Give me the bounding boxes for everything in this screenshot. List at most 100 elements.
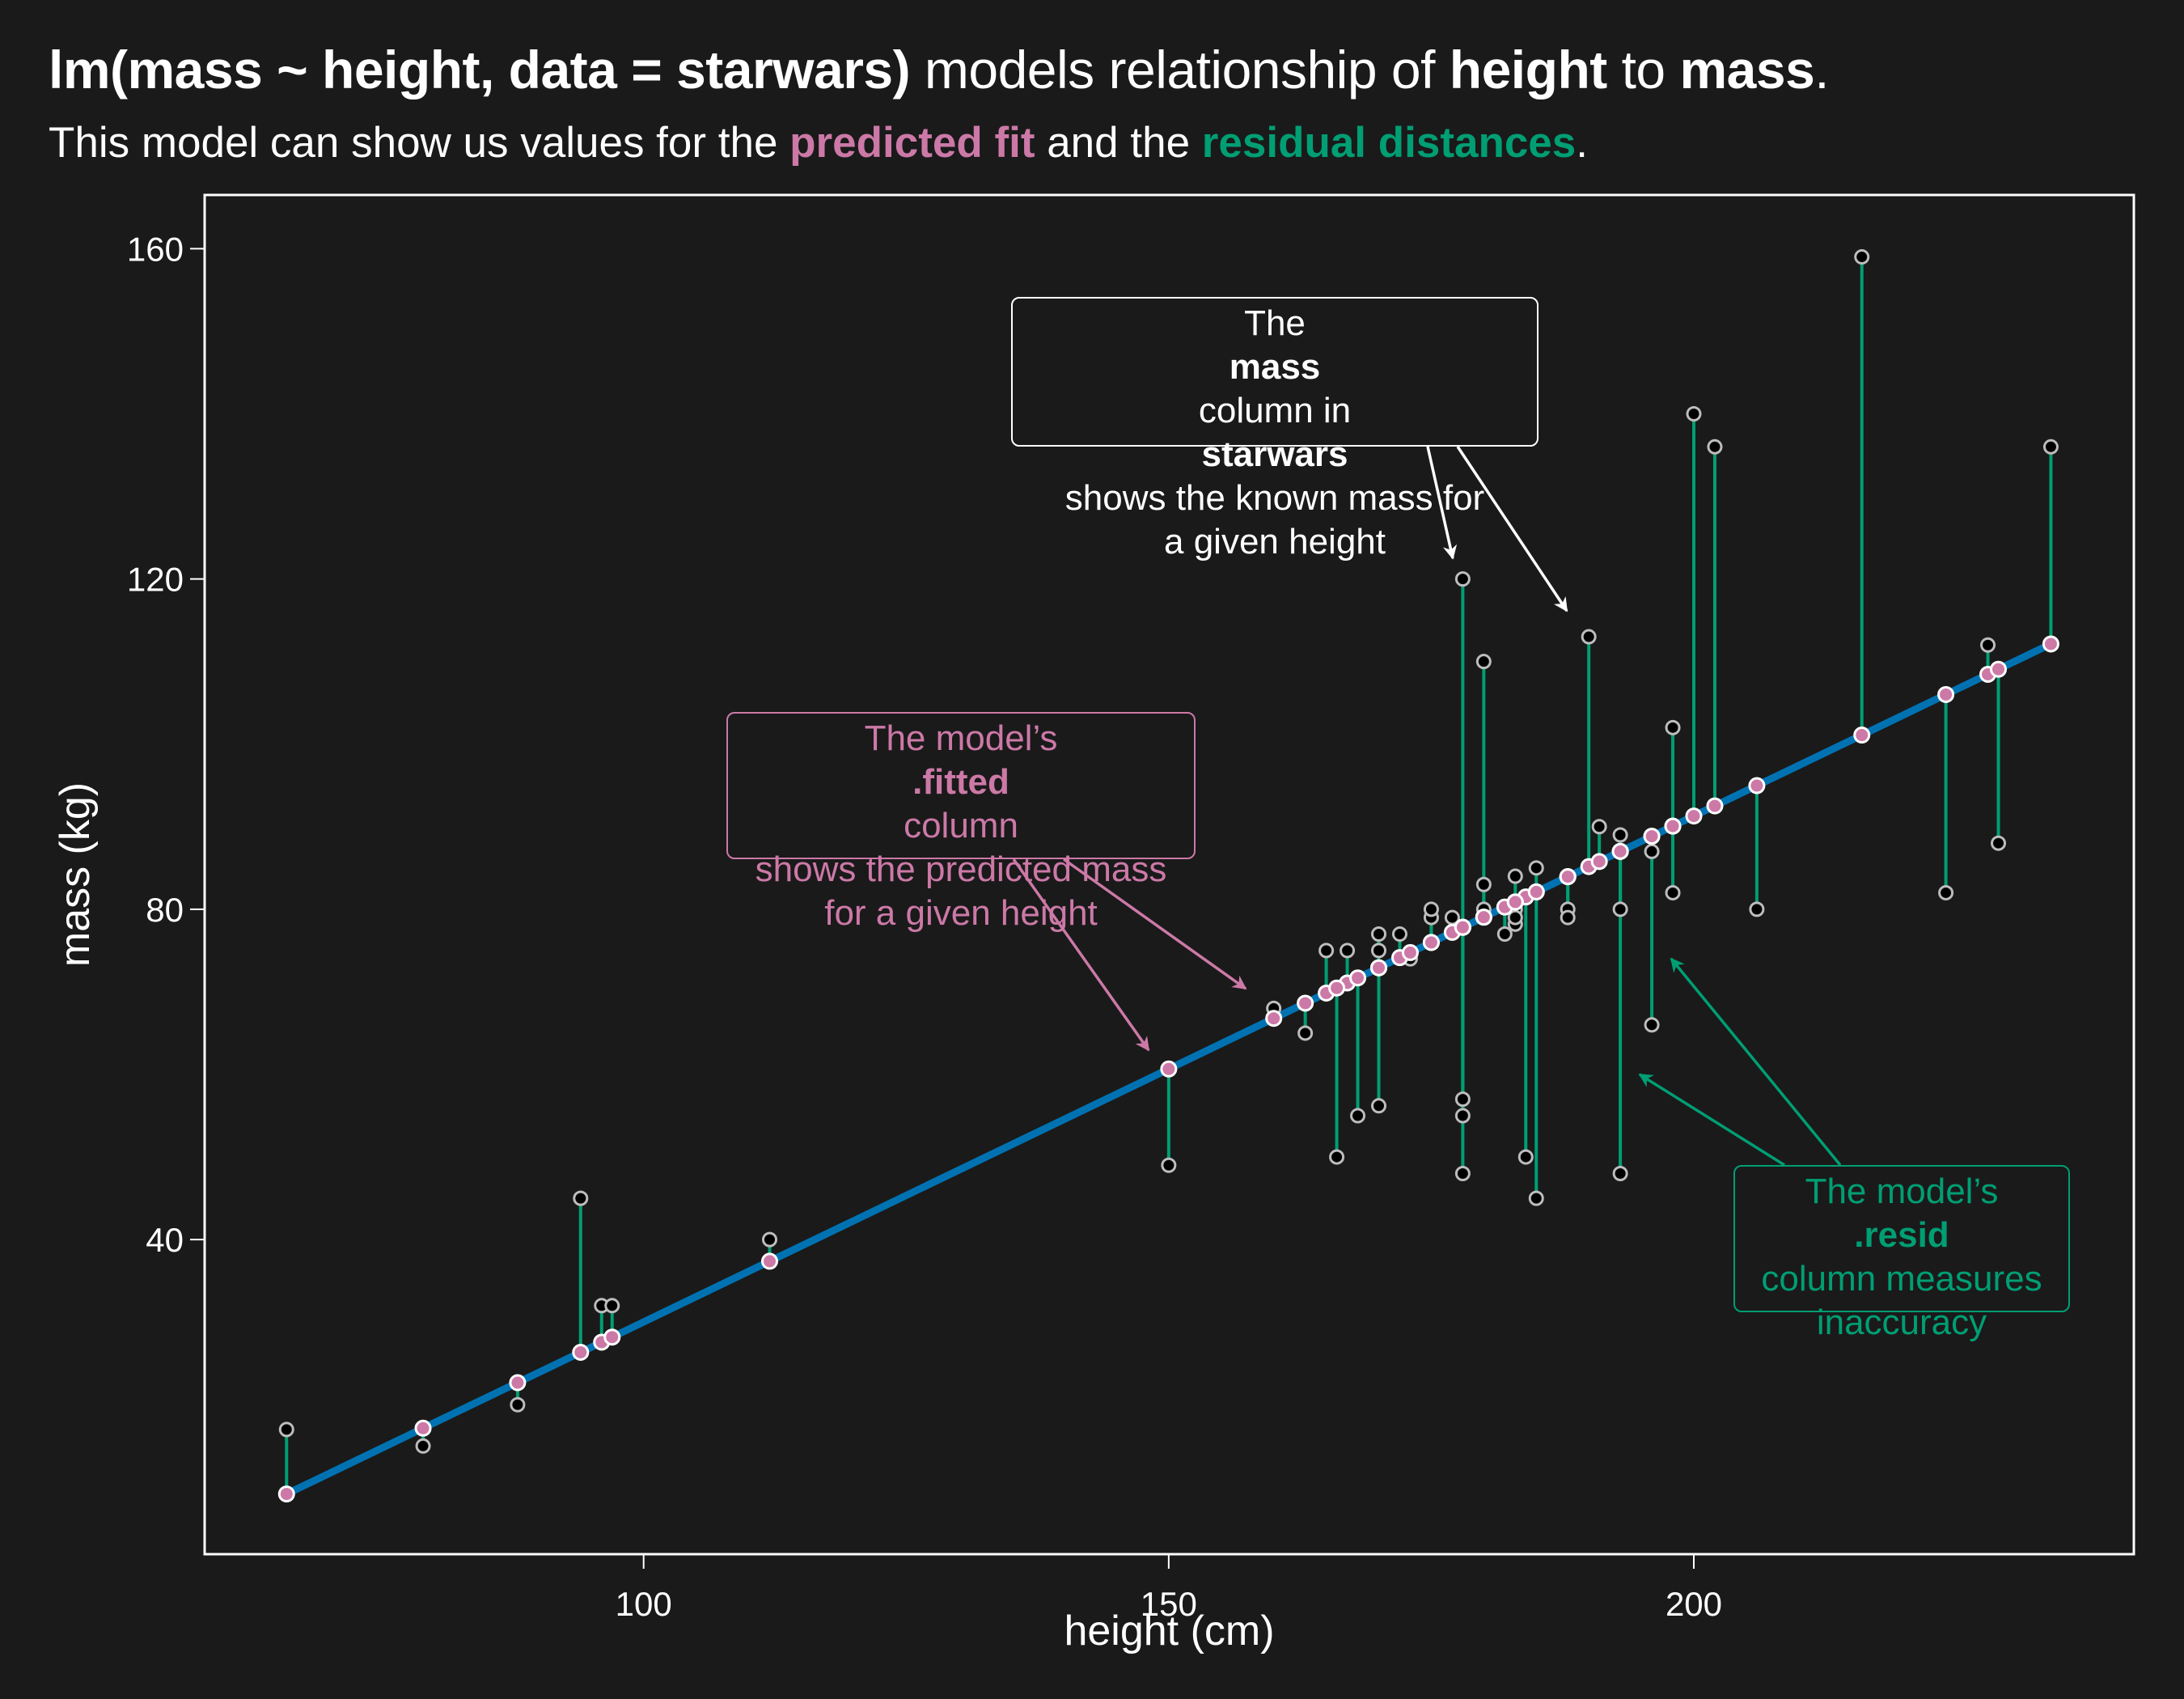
resid-arrow-1 [1638, 1073, 1785, 1167]
observed-point [1423, 901, 1439, 917]
fitted-note-line1: The model’s .fitted column [736, 717, 1186, 848]
fitted-point [1506, 893, 1524, 911]
fitted-point [1527, 883, 1545, 900]
annotation-arrows [1012, 446, 1842, 1167]
fitted-point [509, 1374, 527, 1392]
mass-note-line3: a given height [1164, 522, 1386, 561]
observed-point [1591, 819, 1607, 835]
subtitle-residual-distances: residual distances [1201, 119, 1577, 167]
fitted-point [414, 1419, 432, 1437]
mass-note-mass: mass [1229, 347, 1321, 387]
resid-note-text: The model’s [1805, 1172, 1999, 1211]
observed-point [1528, 1190, 1544, 1206]
fitted-point [1370, 959, 1388, 977]
mass-note-text-2: column in [1198, 391, 1352, 430]
observed-point [1980, 637, 1996, 653]
observed-point [1475, 876, 1492, 892]
resid-note-line3: inaccuracy [1816, 1303, 1987, 1342]
mass-note-text: The [1244, 303, 1306, 343]
fitted-point [1422, 934, 1440, 951]
observed-point [1665, 884, 1681, 900]
fitted-point [1559, 868, 1577, 886]
observed-point [1612, 1165, 1628, 1181]
subtitle-text-and: and the [1035, 119, 1202, 167]
x-tick-label: 150 [1141, 1585, 1197, 1623]
observed-point [1507, 868, 1523, 884]
x-tick-label: 100 [616, 1585, 672, 1623]
observed-point [1454, 1165, 1471, 1181]
mass-note-starwars: starwars [1201, 434, 1348, 474]
observed-point [1644, 1017, 1660, 1033]
observed-point [1581, 629, 1597, 645]
observed-point [761, 1231, 777, 1248]
fitted-point [1160, 1060, 1178, 1078]
fitted-column-annotation: The model’s .fitted column shows the pre… [726, 712, 1196, 933]
observed-point [1517, 1149, 1534, 1165]
observed-point [1644, 843, 1660, 859]
chart-subtitle: This model can show us values for the pr… [49, 118, 1588, 167]
observed-point [1612, 827, 1628, 843]
fitted-point [1590, 853, 1608, 871]
fitted-point [572, 1343, 590, 1361]
title-height: height [1449, 40, 1607, 100]
resid-column-annotation: The model’s .resid column measures inacc… [1733, 1165, 2070, 1342]
fitted-note-line2: shows the predicted mass [755, 850, 1167, 889]
resid-note-line2: column measures [1761, 1259, 2042, 1299]
observed-point [1938, 884, 1954, 900]
mass-note-line2: shows the known mass for [1064, 478, 1485, 518]
subtitle-period: . [1576, 119, 1588, 167]
observed-point [1161, 1157, 1177, 1173]
fitted-point [1664, 817, 1682, 835]
observed-point [604, 1298, 620, 1314]
y-tick-label: 40 [146, 1221, 184, 1259]
fitted-point [1706, 797, 1724, 815]
observed-point [1454, 1108, 1471, 1124]
observed-point [1454, 1091, 1471, 1108]
fitted-point [1475, 909, 1492, 926]
observed-point [2042, 439, 2059, 455]
y-tick-label: 80 [146, 891, 184, 929]
fitted-point [1297, 994, 1314, 1012]
observed-point [1371, 926, 1387, 942]
observed-point [1507, 909, 1523, 926]
fitted-note-text-2: column [904, 806, 1018, 845]
observed-point [1329, 1149, 1345, 1165]
y-tick-label: 160 [127, 230, 184, 268]
mass-arrow-2 [1456, 446, 1568, 612]
observed-point [1340, 943, 1356, 959]
mass-column-annotation: The mass column in starwars shows the kn… [1011, 297, 1539, 561]
title-text: models relationship of [910, 40, 1450, 100]
observed-point [1686, 405, 1702, 422]
fitted-note-fitted: .fitted [912, 762, 1009, 802]
fitted-arrow-2 [1062, 858, 1247, 990]
observed-point [1707, 439, 1723, 455]
title-period: . [1814, 40, 1830, 100]
subtitle-text: This model can show us values for the [49, 119, 790, 167]
mass-note-line1: The mass column in starwars [1021, 302, 1529, 477]
observed-point [1560, 909, 1576, 926]
observed-point [1454, 571, 1471, 587]
fitted-points [277, 635, 2059, 1503]
y-axis-title: mass (kg) [52, 782, 99, 967]
title-text-to: to [1606, 40, 1680, 100]
x-axis-title: height (cm) [1064, 1608, 1274, 1655]
observed-point [415, 1438, 431, 1454]
observed-point [1297, 1025, 1314, 1041]
resid-note-line1: The model’s .resid [1743, 1170, 2060, 1257]
fitted-point [1685, 807, 1703, 825]
fitted-point [1748, 777, 1766, 794]
fitted-point [1643, 828, 1661, 845]
resid-arrow-2 [1670, 957, 1842, 1167]
observed-point [510, 1396, 526, 1413]
observed-point [278, 1421, 294, 1438]
fitted-point [1990, 660, 2008, 678]
fitted-point [1401, 943, 1419, 961]
title-mass: mass [1679, 40, 1815, 100]
subtitle-predicted-fit: predicted fit [789, 119, 1035, 167]
fitted-arrow-1 [1012, 858, 1150, 1052]
title-formula: lm(mass ~ height, data = starwars) [49, 40, 911, 100]
observed-point [573, 1190, 589, 1206]
y-tick-label: 120 [127, 561, 184, 599]
fitted-point [2042, 635, 2059, 653]
observed-point [1475, 654, 1492, 670]
